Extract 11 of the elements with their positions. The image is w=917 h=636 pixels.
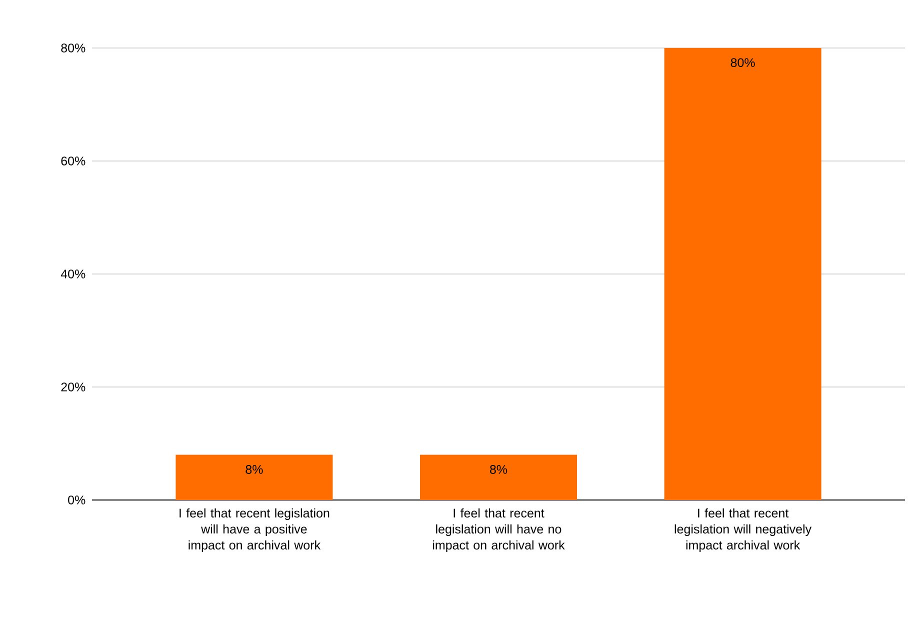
data-label: 8% [490,464,508,474]
data-label: 80% [730,58,755,68]
data-label: 8% [246,464,263,474]
y-tick-label: 40% [60,270,86,278]
x-tick-label: I feel that recent legislation will have no impact on archival work [433,508,565,552]
y-tick-label: 0% [68,496,86,504]
y-tick-label: 60% [61,156,86,166]
x-tick-label: I feel that recent legislation will negatively impact archival work [674,508,812,552]
y-tick-label: 20% [61,382,86,392]
x-tick-label: I feel that recent legislation will have a positive impact on archival work [180,508,330,552]
y-tick-label: 80% [61,44,86,52]
